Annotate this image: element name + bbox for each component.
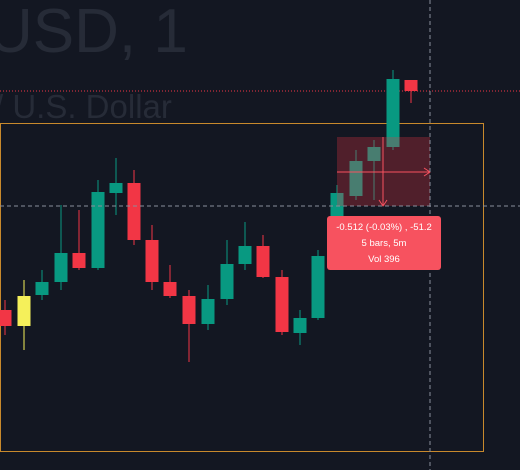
candle-body	[220, 264, 234, 299]
candle-body	[54, 253, 68, 282]
measure-arrowhead-h	[423, 167, 431, 177]
candle-body	[238, 246, 252, 264]
candles	[0, 70, 418, 362]
candle-body	[0, 310, 12, 326]
candle-body	[182, 296, 196, 324]
candle-body	[127, 183, 141, 240]
candle-body	[109, 183, 123, 193]
tooltip-volume: Vol 396	[368, 254, 400, 265]
candle-body	[201, 299, 215, 324]
candle-body	[386, 79, 400, 147]
candle-body	[256, 246, 270, 277]
measure-arrowhead-v	[378, 199, 388, 207]
candle-body	[35, 282, 49, 295]
candle-body	[72, 253, 86, 268]
tooltip-change: -0.512 (-0.03%) , -51.2	[336, 222, 432, 233]
candle-body	[163, 282, 177, 296]
measure-tooltip	[327, 216, 441, 270]
candle-body	[91, 192, 105, 268]
candle-body	[293, 318, 307, 333]
watermark-description: / U.S. Dollar	[0, 88, 172, 125]
candle-body	[404, 80, 418, 91]
tooltip-range: 5 bars, 5m	[362, 238, 407, 249]
candle-body	[349, 161, 363, 196]
candle-body	[367, 147, 381, 161]
watermark-symbol: USD, 1	[0, 0, 188, 66]
candle-body	[17, 296, 31, 326]
candle-body	[311, 256, 325, 318]
drawn-rectangle	[0, 123, 484, 452]
candle-body	[145, 240, 159, 282]
candle-body	[330, 193, 344, 216]
candle-body	[275, 277, 289, 332]
